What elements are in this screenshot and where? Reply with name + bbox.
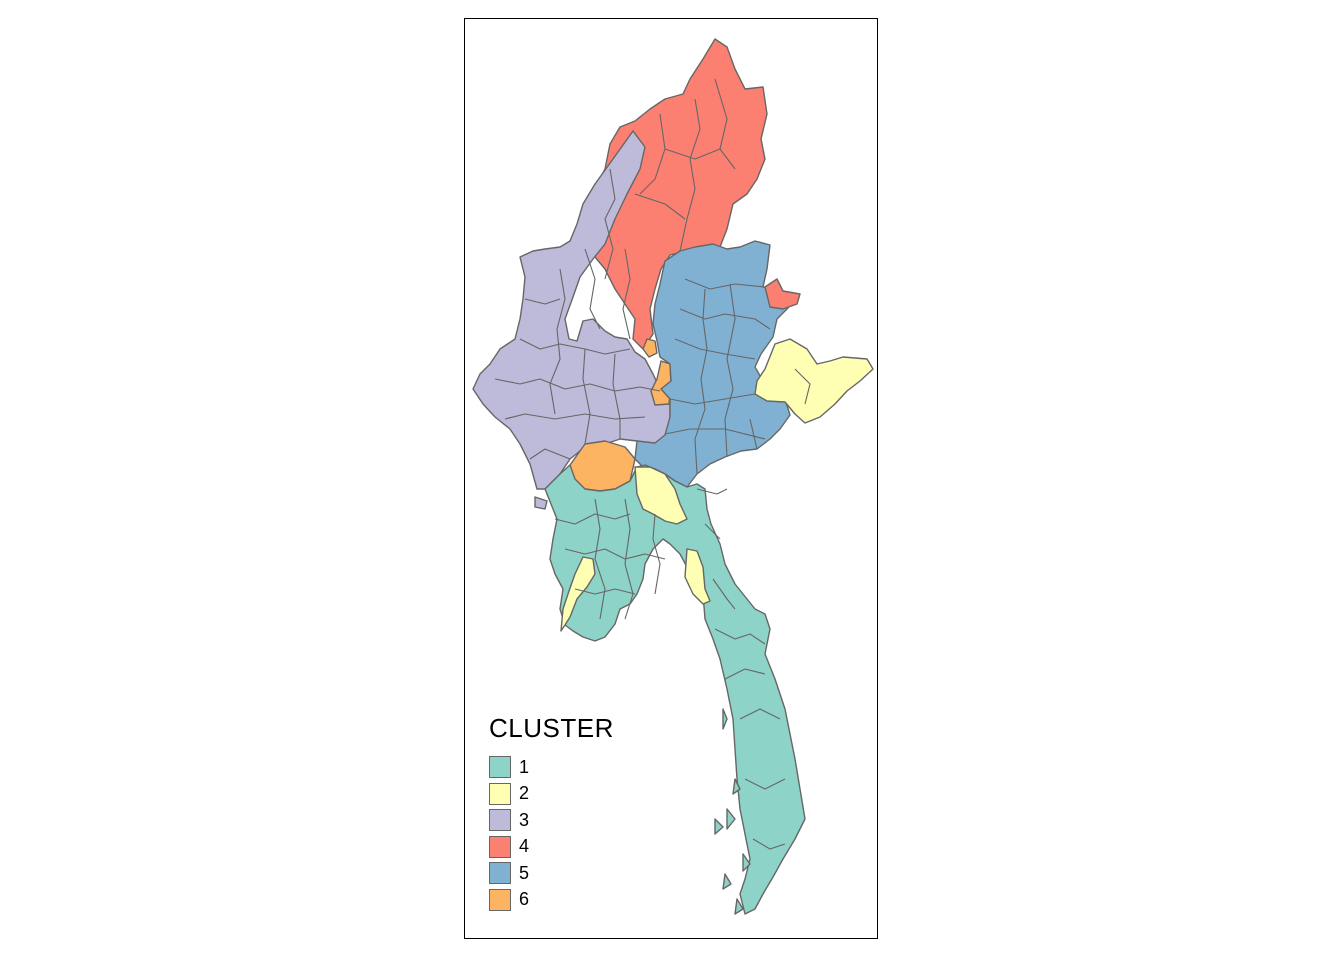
legend-item-6: 6 <box>489 887 614 914</box>
myanmar-cluster-map <box>472 38 874 915</box>
legend-label-5: 5 <box>519 862 530 883</box>
cluster-6-region-north <box>642 338 658 358</box>
cluster-1-region <box>544 464 806 915</box>
legend-label-4: 4 <box>519 836 530 857</box>
legend: CLUSTER 1 2 3 4 5 6 <box>489 713 614 913</box>
cluster-5-region <box>634 240 798 488</box>
cluster-4-region <box>564 38 768 350</box>
cluster-2-region-delta <box>560 556 596 632</box>
legend-item-1: 1 <box>489 754 614 781</box>
legend-title: CLUSTER <box>489 713 614 743</box>
cluster-4-region-east <box>764 278 801 310</box>
legend-swatch-5 <box>489 862 511 885</box>
map-panel: CLUSTER 1 2 3 4 5 6 <box>464 18 878 939</box>
district-boundaries <box>494 78 811 850</box>
cluster-2-region-central <box>634 466 688 525</box>
cluster-2-region-east <box>754 338 874 424</box>
legend-label-1: 1 <box>519 756 530 777</box>
legend-label-2: 2 <box>519 783 530 804</box>
legend-swatch-4 <box>489 835 511 858</box>
legend-swatch-6 <box>489 888 511 911</box>
legend-item-4: 4 <box>489 834 614 861</box>
legend-items: 1 2 3 4 5 6 <box>489 754 614 913</box>
legend-swatch-3 <box>489 809 511 832</box>
island-group <box>534 496 751 915</box>
cluster-2-region-southeast <box>684 548 711 605</box>
legend-swatch-1 <box>489 756 511 779</box>
legend-label-3: 3 <box>519 809 530 830</box>
legend-item-2: 2 <box>489 781 614 808</box>
legend-item-3: 3 <box>489 807 614 834</box>
legend-label-6: 6 <box>519 889 530 910</box>
legend-item-5: 5 <box>489 860 614 887</box>
legend-swatch-2 <box>489 782 511 805</box>
